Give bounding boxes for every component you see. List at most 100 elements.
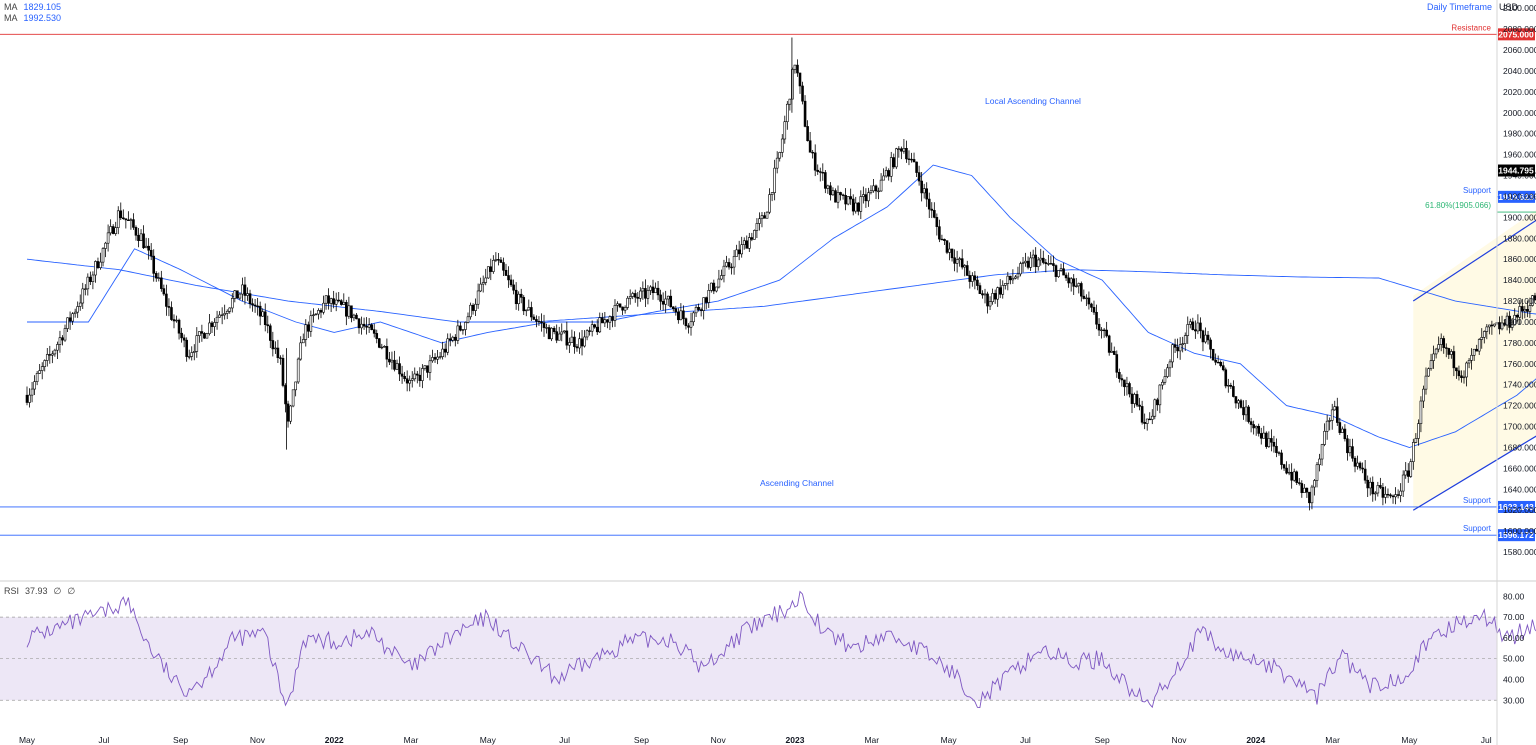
price-tick-0: 1580.000 xyxy=(1503,547,1536,557)
price-tick-15: 1880.000 xyxy=(1503,233,1536,243)
candle-body-579 xyxy=(1493,323,1496,327)
candle-body-360 xyxy=(938,226,941,240)
currency-label[interactable]: USD xyxy=(1498,2,1518,12)
candle-body-431 xyxy=(1118,371,1121,379)
candle-body-451 xyxy=(1168,361,1172,369)
candle-body-383 xyxy=(996,287,999,300)
candle-body-490 xyxy=(1267,438,1271,447)
candle-body-388 xyxy=(1009,275,1012,281)
candle-body-485 xyxy=(1254,425,1258,429)
ma-legend-1[interactable]: MA 1829.105 xyxy=(4,2,61,12)
candle-body-266 xyxy=(699,309,703,311)
candle-body-470 xyxy=(1216,361,1220,364)
candle-body-404 xyxy=(1049,263,1053,265)
candle-body-358 xyxy=(933,210,936,218)
candle-body-40 xyxy=(127,219,130,221)
candle-body-432 xyxy=(1120,378,1124,381)
candle-body-67 xyxy=(195,335,199,352)
time-tick-15: Nov xyxy=(1171,735,1187,745)
candle-body-546 xyxy=(1409,461,1413,477)
candle-body-480 xyxy=(1242,407,1245,416)
candle-body-198 xyxy=(527,307,531,311)
annotation-ascending-channel: Ascending Channel xyxy=(760,478,834,488)
candle-body-165 xyxy=(443,348,447,353)
candle-body-168 xyxy=(451,336,455,341)
candle-body-355 xyxy=(925,188,929,200)
candle-body-396 xyxy=(1029,257,1032,268)
candle-body-322 xyxy=(841,194,845,196)
candle-body-278 xyxy=(730,266,733,269)
candle-body-456 xyxy=(1181,343,1184,345)
candle-body-25 xyxy=(89,276,92,282)
candle-body-291 xyxy=(763,215,766,219)
candle-body-136 xyxy=(370,324,373,330)
candle-body-93 xyxy=(261,311,264,317)
candle-body-166 xyxy=(446,338,450,353)
candle-body-393 xyxy=(1021,262,1025,264)
candle-body-267 xyxy=(702,297,705,311)
candle-body-553 xyxy=(1427,368,1430,377)
candle-body-127 xyxy=(347,305,351,317)
level-price-tag-4 xyxy=(1498,529,1535,542)
candle-body-461 xyxy=(1194,329,1197,332)
candle-body-529 xyxy=(1366,479,1369,489)
candle-body-50 xyxy=(152,255,156,274)
candle-body-439 xyxy=(1138,404,1141,407)
candle-body-91 xyxy=(256,305,259,308)
candle-body-471 xyxy=(1219,361,1223,366)
candle-body-244 xyxy=(644,288,647,299)
price-tick-11: 1800.000 xyxy=(1503,317,1536,327)
candle-body-359 xyxy=(935,217,939,227)
candle-body-260 xyxy=(684,318,688,327)
candle-body-448 xyxy=(1161,381,1164,386)
candle-body-304 xyxy=(796,64,799,74)
rsi-tick-2: 50.00 xyxy=(1503,654,1525,664)
candle-body-144 xyxy=(390,359,394,363)
candle-body-157 xyxy=(423,365,427,369)
candle-body-342 xyxy=(892,157,896,168)
candle-body-352 xyxy=(917,172,921,182)
rsi-legend[interactable]: RSI 37.93 ∅ ∅ xyxy=(4,586,81,597)
candle-body-101 xyxy=(281,358,285,386)
time-tick-16: 2024 xyxy=(1246,735,1265,745)
candle-body-357 xyxy=(930,208,934,211)
candle-body-493 xyxy=(1275,445,1278,453)
candle-body-308 xyxy=(806,126,809,142)
candle-body-39 xyxy=(124,218,128,221)
candles-layer[interactable] xyxy=(25,37,1536,511)
candle-body-96 xyxy=(269,325,272,341)
candle-body-427 xyxy=(1107,335,1111,353)
price-tick-4: 1660.000 xyxy=(1503,463,1536,473)
candle-body-318 xyxy=(831,190,835,196)
candle-body-90 xyxy=(253,304,257,307)
candle-body-472 xyxy=(1221,365,1225,371)
ma-value-2: 1992.530 xyxy=(23,13,62,23)
candle-body-130 xyxy=(355,314,358,320)
candle-body-397 xyxy=(1031,254,1035,259)
candle-body-249 xyxy=(656,287,660,296)
candle-body-199 xyxy=(530,307,533,318)
candle-body-134 xyxy=(365,325,368,328)
ma-legend-2[interactable]: MA 1992.530 xyxy=(4,13,61,23)
candle-body-475 xyxy=(1229,384,1233,387)
candle-body-186 xyxy=(497,259,500,261)
candle-body-0 xyxy=(25,394,29,403)
candle-body-442 xyxy=(1145,418,1149,424)
candle-body-514 xyxy=(1328,420,1331,422)
candle-body-532 xyxy=(1374,492,1377,495)
candle-body-56 xyxy=(167,306,171,308)
time-tick-8: Sep xyxy=(634,735,649,745)
candle-body-510 xyxy=(1318,458,1321,466)
candle-body-125 xyxy=(342,302,346,305)
candle-body-372 xyxy=(968,275,972,282)
candle-body-7 xyxy=(43,360,47,367)
candle-body-464 xyxy=(1201,330,1205,343)
candle-body-94 xyxy=(263,311,267,325)
candle-body-525 xyxy=(1356,462,1359,467)
candle-body-234 xyxy=(618,303,622,308)
candle-body-119 xyxy=(327,295,330,304)
candle-body-34 xyxy=(111,226,115,234)
price-tick-25: 2080.000 xyxy=(1503,24,1536,34)
candle-body-111 xyxy=(307,324,310,332)
